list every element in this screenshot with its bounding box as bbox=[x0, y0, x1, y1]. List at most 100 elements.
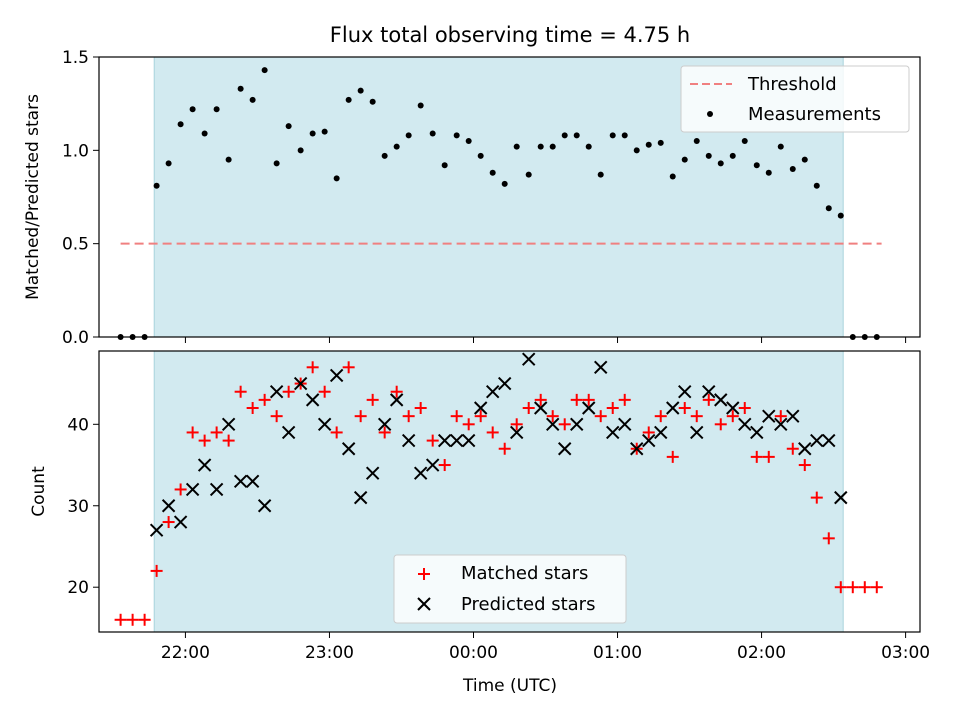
predicted-star-point bbox=[546, 417, 560, 432]
bottom-y-axis-label: Count bbox=[29, 466, 49, 517]
predicted-star-stroke-b bbox=[750, 425, 764, 440]
predicted-star-stroke-b bbox=[690, 425, 704, 440]
top-y-axis-label: Matched/Predicted stars bbox=[23, 94, 43, 300]
predicted-star-stroke-b bbox=[810, 433, 824, 448]
predicted-star-point bbox=[678, 385, 692, 399]
matched-star-point bbox=[402, 410, 415, 423]
predicted-star-stroke-b bbox=[413, 466, 428, 480]
predicted-star-stroke-b bbox=[534, 401, 548, 415]
matched-star-point bbox=[450, 410, 463, 423]
bottom-y-axis: 20 30 40 bbox=[67, 415, 99, 598]
measurement-point bbox=[309, 130, 316, 137]
measurement-point bbox=[321, 128, 328, 135]
predicted-star-stroke-b bbox=[149, 523, 164, 537]
predicted-star-point bbox=[558, 442, 572, 456]
predicted-star-stroke-b bbox=[798, 442, 812, 456]
predicted-star-point bbox=[738, 417, 752, 432]
measurement-point bbox=[381, 152, 388, 159]
matched-star-point bbox=[618, 393, 631, 406]
predicted-star-point bbox=[714, 393, 728, 407]
matched-star-point bbox=[762, 450, 775, 463]
predicted-star-point bbox=[497, 376, 512, 391]
top-y-tick-label: 0.5 bbox=[62, 235, 89, 255]
predicted-star-stroke-b bbox=[233, 474, 248, 489]
measurement-point bbox=[489, 169, 496, 176]
predicted-star-stroke-b bbox=[521, 352, 536, 366]
legend-predicted-label: Predicted stars bbox=[461, 594, 595, 615]
predicted-star-point bbox=[461, 433, 476, 448]
predicted-star-stroke-b bbox=[726, 401, 740, 415]
predicted-star-stroke-b bbox=[834, 490, 848, 505]
predicted-star-stroke-b bbox=[485, 385, 500, 399]
measurement-point bbox=[465, 138, 472, 144]
predicted-star-point bbox=[485, 385, 500, 399]
predicted-star-stroke-b bbox=[449, 433, 464, 448]
predicted-star-point bbox=[618, 417, 632, 432]
predicted-star-stroke-b bbox=[257, 499, 272, 513]
predicted-star-point bbox=[401, 433, 416, 448]
predicted-star-point bbox=[161, 499, 176, 513]
matched-star-point bbox=[150, 564, 163, 577]
matched-star-point bbox=[498, 442, 511, 455]
measurement-point bbox=[801, 156, 808, 163]
predicted-star-stroke-b bbox=[738, 417, 752, 432]
predicted-star-stroke-b bbox=[197, 458, 212, 472]
predicted-star-stroke-b bbox=[642, 433, 656, 448]
bottom-y-tick-label: 40 bbox=[67, 415, 89, 435]
measurement-point bbox=[633, 147, 640, 154]
top-panel: 0.0 0.5 1.0 1.5 Matched/Predicted stars Thr… bbox=[23, 48, 921, 348]
matched-star-point bbox=[366, 393, 379, 406]
predicted-star-stroke-b bbox=[473, 401, 488, 415]
predicted-star-point bbox=[365, 466, 380, 480]
top-x-ticks bbox=[184, 337, 907, 343]
matched-star-point bbox=[162, 516, 175, 529]
matched-star-point bbox=[138, 613, 151, 626]
predicted-star-point bbox=[329, 368, 344, 383]
matched-star-point bbox=[654, 410, 667, 423]
matched-star-point bbox=[798, 459, 811, 472]
predicted-star-stroke-b bbox=[293, 376, 308, 391]
measurement-point bbox=[333, 175, 340, 182]
bottom-panel: 20 30 40 22:00 23:00 00:00 01:00 02:00 03:00 Co… bbox=[29, 350, 930, 696]
predicted-star-point bbox=[642, 433, 656, 448]
predicted-star-point bbox=[822, 433, 836, 448]
predicted-star-stroke-b bbox=[365, 466, 380, 480]
x-tick-label: 00:00 bbox=[449, 643, 498, 663]
x-tick-label: 23:00 bbox=[305, 643, 354, 663]
predicted-star-point bbox=[473, 401, 488, 415]
measurement-point bbox=[669, 173, 676, 180]
matched-star-point bbox=[834, 581, 847, 594]
matched-star-point bbox=[378, 426, 391, 439]
matched-star-point bbox=[462, 418, 475, 431]
top-y-tick-label: 0.0 bbox=[62, 328, 89, 348]
predicted-star-stroke-b bbox=[377, 417, 392, 432]
predicted-star-stroke-b bbox=[702, 385, 716, 399]
measurement-point bbox=[597, 171, 604, 178]
bottom-y-tick-label: 30 bbox=[67, 497, 89, 517]
predicted-star-stroke-b bbox=[678, 385, 692, 399]
bottom-legend: Matched stars Predicted stars bbox=[393, 554, 627, 624]
predicted-star-stroke-b bbox=[209, 482, 224, 497]
matched-star-point bbox=[114, 613, 127, 626]
predicted-star-point bbox=[666, 401, 680, 415]
matched-star-point bbox=[558, 418, 571, 431]
predicted-star-point bbox=[221, 417, 236, 432]
matched-star-point bbox=[822, 532, 835, 545]
predicted-star-point bbox=[209, 482, 224, 497]
predicted-star-stroke-b bbox=[173, 515, 188, 529]
matched-star-point bbox=[606, 402, 619, 415]
predicted-star-stroke-b bbox=[317, 417, 332, 432]
legend-matched-swatch bbox=[418, 568, 430, 580]
matched-star-point bbox=[174, 483, 187, 496]
legend-measurements-swatch bbox=[707, 111, 713, 117]
matched-star-point bbox=[210, 426, 223, 439]
predicted-star-stroke-b bbox=[245, 474, 260, 489]
measurements-series bbox=[117, 67, 880, 340]
predicted-star-point bbox=[570, 417, 584, 432]
predicted-star-point bbox=[245, 474, 260, 489]
matched-star-point bbox=[582, 393, 595, 406]
predicted-star-point bbox=[257, 499, 272, 513]
predicted-star-stroke-b bbox=[762, 409, 776, 423]
measurement-point bbox=[585, 143, 592, 150]
predicted-star-stroke-b bbox=[630, 442, 644, 456]
